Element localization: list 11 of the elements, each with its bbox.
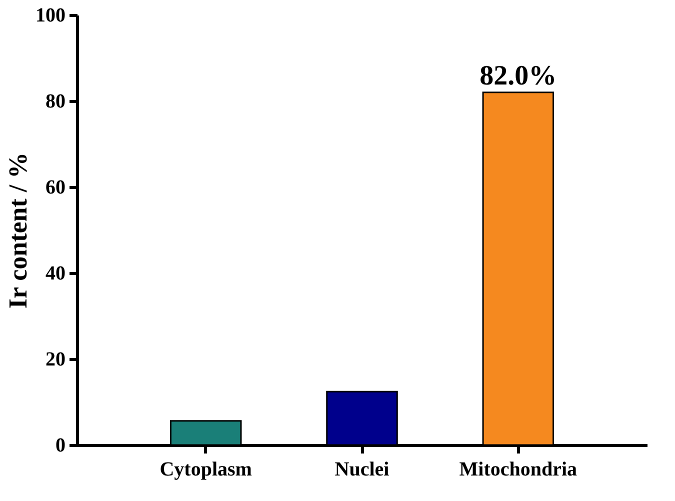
x-tick-label: Mitochondria [459,458,578,480]
y-tick-label: 40 [46,262,66,284]
x-tick-label: Nuclei [334,458,390,480]
x-tick-label: Cytoplasm [160,458,252,480]
y-axis-title: Ir content / % [4,152,32,309]
data-label: 82.0% [480,60,557,92]
y-tick-label: 80 [46,90,66,112]
y-tick-label: 20 [46,348,66,370]
y-tick-label: 100 [36,4,66,26]
y-tick-label: 0 [56,434,66,456]
y-tick-label: 60 [46,176,66,198]
